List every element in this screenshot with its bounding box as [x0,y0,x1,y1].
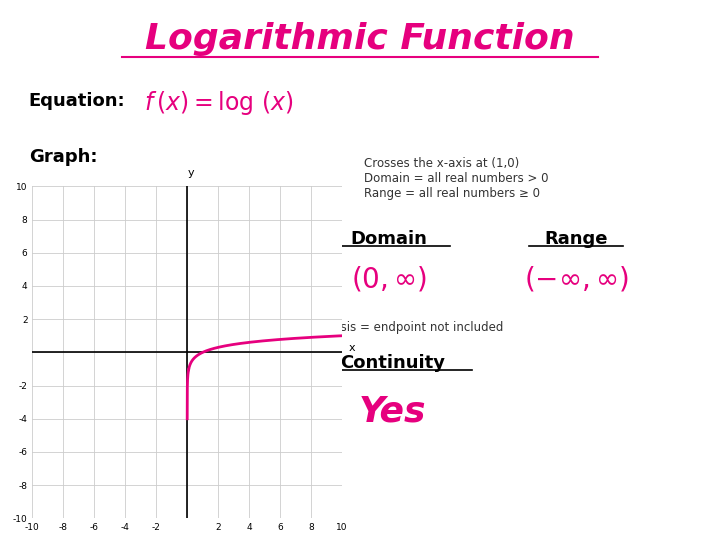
Text: $(0,\infty)$: $(0,\infty)$ [351,265,427,294]
Text: Yes: Yes [359,394,426,428]
Text: Range: Range [544,230,608,247]
Text: Logarithmic Function: Logarithmic Function [145,22,575,56]
Text: x: x [348,343,355,353]
Text: Equation:: Equation: [29,92,125,110]
Text: Domain = all real numbers > 0: Domain = all real numbers > 0 [364,172,548,185]
Text: Range = all real numbers ≥ 0: Range = all real numbers ≥ 0 [364,187,539,200]
Text: $f\,(x) = \log\,(x)$: $f\,(x) = \log\,(x)$ [144,89,294,117]
Text: Domain: Domain [351,230,427,247]
Text: Crosses the x-axis at (1,0): Crosses the x-axis at (1,0) [364,157,519,170]
Text: Continuity: Continuity [340,354,445,372]
Text: Graph:: Graph: [29,148,97,166]
Text: $(-\infty,\infty)$: $(-\infty,\infty)$ [523,265,629,294]
Text: *Parenthesis = endpoint not included: *Parenthesis = endpoint not included [282,321,503,334]
Text: y: y [188,168,194,178]
